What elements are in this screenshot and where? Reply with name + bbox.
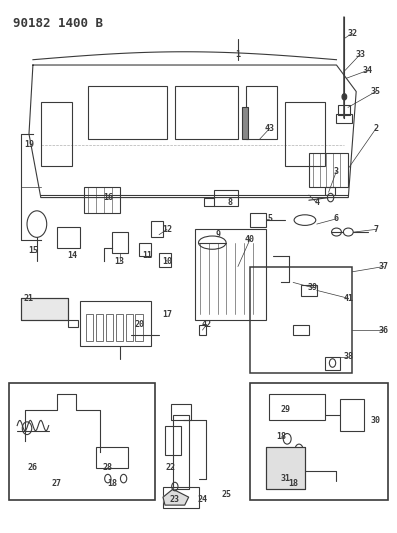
Bar xyxy=(57,227,80,248)
Text: 23: 23 xyxy=(170,495,180,504)
Bar xyxy=(266,447,305,489)
Bar xyxy=(175,86,238,139)
Bar xyxy=(112,232,127,253)
Text: 7: 7 xyxy=(374,225,378,234)
Bar xyxy=(301,285,317,296)
Bar xyxy=(84,187,119,214)
Text: 34: 34 xyxy=(363,66,373,75)
Text: 30: 30 xyxy=(371,416,381,425)
Bar xyxy=(250,383,388,500)
Text: 24: 24 xyxy=(197,495,208,504)
Text: 20: 20 xyxy=(134,320,145,329)
Text: 25: 25 xyxy=(221,490,231,499)
Text: 18: 18 xyxy=(276,432,286,441)
Text: 19: 19 xyxy=(24,140,34,149)
Bar xyxy=(68,319,78,327)
Text: 8: 8 xyxy=(227,198,233,207)
Text: 18: 18 xyxy=(288,479,298,488)
Text: 16: 16 xyxy=(103,193,113,202)
Bar xyxy=(266,447,305,489)
Text: 29: 29 xyxy=(280,405,290,414)
Text: 4: 4 xyxy=(314,198,319,207)
Text: 41: 41 xyxy=(343,294,353,303)
Text: 10: 10 xyxy=(162,257,172,265)
Text: 38: 38 xyxy=(343,352,353,361)
Bar xyxy=(125,314,133,341)
Polygon shape xyxy=(163,489,189,505)
Bar xyxy=(135,314,143,341)
Bar xyxy=(325,357,340,370)
Bar xyxy=(173,415,189,489)
Text: 33: 33 xyxy=(355,50,365,59)
Bar xyxy=(165,425,181,455)
Bar xyxy=(151,221,163,237)
Bar xyxy=(242,108,248,139)
Bar xyxy=(88,86,167,139)
Text: 21: 21 xyxy=(24,294,34,303)
Text: 26: 26 xyxy=(28,464,38,472)
Bar xyxy=(293,325,309,335)
Text: 3: 3 xyxy=(334,166,339,175)
Bar xyxy=(195,229,266,319)
Bar xyxy=(106,314,113,341)
Text: 1: 1 xyxy=(235,50,241,59)
Bar xyxy=(325,187,335,195)
Text: 11: 11 xyxy=(142,252,152,261)
Bar xyxy=(246,86,278,139)
Text: 42: 42 xyxy=(201,320,211,329)
Bar xyxy=(86,314,93,341)
Bar xyxy=(21,298,68,319)
Bar xyxy=(139,243,151,256)
Text: 9: 9 xyxy=(216,230,221,239)
Bar xyxy=(9,383,155,500)
Bar xyxy=(337,114,352,123)
Text: 39: 39 xyxy=(308,283,318,292)
Circle shape xyxy=(342,94,347,100)
Text: 14: 14 xyxy=(67,252,77,261)
Bar xyxy=(96,314,103,341)
Bar xyxy=(96,447,127,468)
Text: 12: 12 xyxy=(162,225,172,234)
Text: 28: 28 xyxy=(103,464,113,472)
Text: 17: 17 xyxy=(162,310,172,319)
Bar xyxy=(340,399,364,431)
Bar xyxy=(285,102,325,166)
Text: 2: 2 xyxy=(374,124,378,133)
Bar xyxy=(80,301,151,346)
Bar xyxy=(116,314,123,341)
Text: 15: 15 xyxy=(28,246,38,255)
Bar xyxy=(198,325,206,335)
Text: 31: 31 xyxy=(280,474,290,483)
Text: 40: 40 xyxy=(245,236,255,245)
Text: 35: 35 xyxy=(371,87,381,96)
Bar xyxy=(309,152,348,187)
Bar xyxy=(250,266,352,373)
Text: 32: 32 xyxy=(347,29,357,38)
Text: 36: 36 xyxy=(379,326,389,335)
Bar xyxy=(159,253,171,266)
Text: 90182 1400 B: 90182 1400 B xyxy=(13,17,103,30)
Text: 37: 37 xyxy=(379,262,389,271)
Text: 13: 13 xyxy=(115,257,125,265)
Text: 6: 6 xyxy=(334,214,339,223)
Text: 22: 22 xyxy=(166,464,176,472)
Text: 27: 27 xyxy=(52,479,62,488)
Bar xyxy=(163,487,198,508)
Bar xyxy=(270,394,325,420)
Bar xyxy=(339,105,350,115)
Bar xyxy=(214,190,238,206)
Bar xyxy=(171,405,191,420)
Text: 5: 5 xyxy=(267,214,272,223)
Text: 18: 18 xyxy=(107,479,117,488)
Bar xyxy=(250,214,266,227)
Bar xyxy=(21,298,68,319)
Text: 43: 43 xyxy=(264,124,274,133)
Bar xyxy=(41,102,72,166)
